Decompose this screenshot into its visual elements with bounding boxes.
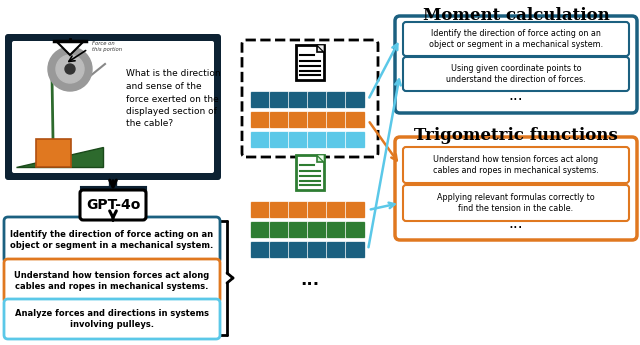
- Polygon shape: [317, 45, 324, 52]
- FancyBboxPatch shape: [395, 16, 637, 113]
- FancyBboxPatch shape: [250, 131, 271, 148]
- Polygon shape: [317, 155, 324, 162]
- FancyBboxPatch shape: [289, 111, 308, 128]
- FancyBboxPatch shape: [289, 91, 308, 108]
- Text: Understand how tension forces act along
cables and ropes in mechanical systems.: Understand how tension forces act along …: [433, 155, 599, 175]
- Circle shape: [48, 47, 92, 91]
- FancyBboxPatch shape: [326, 131, 346, 148]
- FancyBboxPatch shape: [346, 221, 365, 238]
- FancyBboxPatch shape: [307, 91, 328, 108]
- FancyBboxPatch shape: [250, 221, 271, 238]
- FancyBboxPatch shape: [4, 299, 220, 339]
- FancyBboxPatch shape: [403, 57, 629, 91]
- Text: GPT-4o: GPT-4o: [86, 198, 140, 212]
- Text: ...: ...: [509, 89, 524, 104]
- Text: What is the direction
and sense of the
force exerted on the
displayed section of: What is the direction and sense of the f…: [126, 69, 221, 128]
- FancyBboxPatch shape: [250, 91, 271, 108]
- Text: Applying relevant formulas correctly to
find the tension in the cable.: Applying relevant formulas correctly to …: [437, 193, 595, 214]
- FancyBboxPatch shape: [5, 34, 221, 180]
- FancyBboxPatch shape: [307, 131, 328, 148]
- Text: Understand how tension forces act along
cables and ropes in mechanical systems.: Understand how tension forces act along …: [14, 270, 210, 292]
- Text: Moment calculation: Moment calculation: [422, 7, 609, 23]
- FancyBboxPatch shape: [326, 201, 346, 218]
- FancyBboxPatch shape: [326, 221, 346, 238]
- FancyBboxPatch shape: [346, 241, 365, 258]
- FancyBboxPatch shape: [403, 185, 629, 221]
- FancyBboxPatch shape: [269, 201, 289, 218]
- FancyBboxPatch shape: [346, 131, 365, 148]
- Polygon shape: [317, 155, 324, 162]
- Text: Identify the direction of force acting on an
object or segment in a mechanical s: Identify the direction of force acting o…: [10, 230, 214, 250]
- FancyBboxPatch shape: [269, 111, 289, 128]
- FancyBboxPatch shape: [36, 139, 71, 167]
- FancyBboxPatch shape: [12, 41, 214, 173]
- Text: Force on
this portion: Force on this portion: [92, 41, 122, 52]
- FancyBboxPatch shape: [250, 201, 271, 218]
- Circle shape: [56, 55, 84, 83]
- FancyBboxPatch shape: [403, 22, 629, 56]
- FancyBboxPatch shape: [403, 147, 629, 183]
- FancyBboxPatch shape: [289, 241, 308, 258]
- Polygon shape: [56, 41, 84, 55]
- FancyBboxPatch shape: [269, 221, 289, 238]
- FancyBboxPatch shape: [269, 91, 289, 108]
- FancyBboxPatch shape: [326, 91, 346, 108]
- Polygon shape: [317, 45, 324, 52]
- FancyBboxPatch shape: [296, 155, 324, 190]
- FancyBboxPatch shape: [307, 201, 328, 218]
- Circle shape: [65, 64, 75, 74]
- FancyBboxPatch shape: [307, 221, 328, 238]
- FancyBboxPatch shape: [289, 221, 308, 238]
- FancyBboxPatch shape: [289, 131, 308, 148]
- FancyBboxPatch shape: [296, 45, 324, 80]
- FancyBboxPatch shape: [307, 111, 328, 128]
- FancyBboxPatch shape: [269, 131, 289, 148]
- FancyBboxPatch shape: [326, 111, 346, 128]
- Text: Using given coordinate points to
understand the direction of forces.: Using given coordinate points to underst…: [446, 63, 586, 85]
- FancyBboxPatch shape: [269, 241, 289, 258]
- FancyBboxPatch shape: [250, 111, 271, 128]
- FancyBboxPatch shape: [80, 190, 146, 220]
- FancyBboxPatch shape: [346, 201, 365, 218]
- FancyBboxPatch shape: [346, 91, 365, 108]
- FancyBboxPatch shape: [289, 201, 308, 218]
- FancyBboxPatch shape: [4, 259, 220, 303]
- Polygon shape: [16, 147, 103, 167]
- FancyBboxPatch shape: [346, 111, 365, 128]
- Text: ...: ...: [300, 271, 319, 289]
- FancyBboxPatch shape: [395, 137, 637, 240]
- FancyBboxPatch shape: [4, 217, 220, 263]
- Text: ...: ...: [509, 216, 524, 230]
- Text: Identify the direction of force acting on an
object or segment in a mechanical s: Identify the direction of force acting o…: [429, 29, 603, 49]
- FancyBboxPatch shape: [326, 241, 346, 258]
- FancyBboxPatch shape: [250, 241, 271, 258]
- FancyBboxPatch shape: [307, 241, 328, 258]
- Text: Analyze forces and directions in systems
involving pulleys.: Analyze forces and directions in systems…: [15, 308, 209, 329]
- Text: Trigometric functions: Trigometric functions: [414, 127, 618, 144]
